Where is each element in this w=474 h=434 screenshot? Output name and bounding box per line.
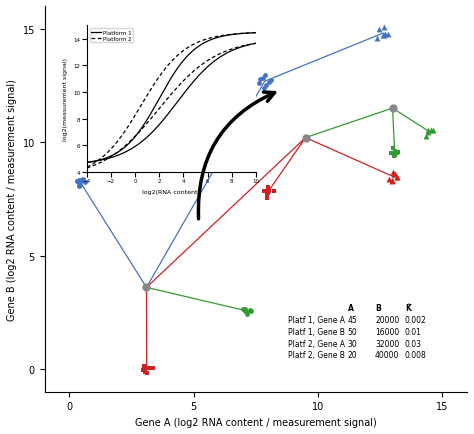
Text: 45: 45: [348, 316, 357, 324]
Point: [388, 178, 396, 185]
Point: [149, 364, 156, 371]
Point: [389, 169, 397, 176]
Point: [261, 72, 268, 79]
Text: B: B: [375, 303, 381, 312]
Point: [265, 188, 273, 195]
Point: [385, 176, 392, 183]
Point: [263, 195, 271, 202]
Point: [380, 32, 387, 39]
Text: K̂: K̂: [405, 303, 411, 312]
Point: [391, 148, 399, 155]
Point: [380, 24, 388, 31]
Point: [77, 178, 85, 185]
Point: [373, 36, 381, 43]
Text: 40000: 40000: [375, 351, 400, 360]
Text: Platf 1, Gene B: Platf 1, Gene B: [288, 327, 345, 336]
Point: [390, 171, 397, 178]
X-axis label: Gene A (log2 RNA content / measurement signal): Gene A (log2 RNA content / measurement s…: [135, 417, 377, 427]
Point: [422, 133, 430, 140]
Text: Platf 2, Gene B: Platf 2, Gene B: [288, 351, 345, 360]
Point: [260, 75, 267, 82]
Point: [141, 367, 149, 374]
Point: [391, 152, 399, 159]
Point: [76, 177, 83, 184]
Text: 20000: 20000: [375, 316, 400, 324]
Point: [73, 178, 81, 185]
Point: [143, 365, 151, 372]
Point: [76, 182, 84, 189]
Point: [143, 284, 150, 291]
Point: [382, 31, 389, 38]
Point: [241, 308, 248, 315]
Point: [387, 150, 395, 157]
Text: 0.002: 0.002: [405, 316, 427, 324]
Point: [141, 368, 148, 375]
Y-axis label: Gene B (log2 RNA content / measurement signal): Gene B (log2 RNA content / measurement s…: [7, 79, 17, 320]
Point: [143, 370, 150, 377]
Text: 0.03: 0.03: [405, 339, 422, 348]
Point: [79, 176, 86, 183]
Text: Platf 2, Gene A: Platf 2, Gene A: [288, 339, 345, 348]
Point: [247, 308, 255, 315]
Text: 32000: 32000: [375, 339, 400, 348]
Point: [73, 178, 81, 185]
Text: 20: 20: [348, 351, 357, 360]
Point: [424, 128, 432, 135]
Point: [390, 153, 398, 160]
Point: [395, 149, 402, 156]
Point: [146, 365, 154, 372]
Point: [239, 306, 247, 313]
Point: [393, 150, 401, 157]
Point: [81, 179, 89, 186]
Point: [261, 85, 268, 92]
Text: 30: 30: [348, 339, 357, 348]
Point: [139, 367, 147, 374]
Point: [389, 105, 396, 112]
Point: [271, 188, 278, 195]
Point: [244, 309, 251, 316]
Point: [263, 192, 271, 199]
Point: [265, 79, 273, 86]
Point: [241, 306, 249, 313]
Point: [77, 178, 85, 184]
Point: [75, 183, 83, 190]
Point: [264, 184, 272, 191]
Point: [388, 177, 395, 184]
Point: [256, 77, 264, 84]
Point: [391, 171, 399, 178]
Point: [375, 26, 383, 33]
Text: 16000: 16000: [375, 327, 400, 336]
Point: [246, 306, 254, 313]
Point: [393, 174, 401, 181]
Point: [264, 190, 272, 197]
Point: [264, 186, 272, 193]
Point: [381, 33, 388, 40]
Point: [424, 129, 432, 136]
Point: [302, 135, 310, 142]
Point: [75, 182, 82, 189]
Point: [429, 127, 437, 134]
Text: 50: 50: [348, 327, 357, 336]
Point: [393, 174, 401, 181]
Point: [243, 311, 251, 318]
Text: A: A: [348, 303, 354, 312]
Text: 0.008: 0.008: [405, 351, 427, 360]
Point: [260, 187, 267, 194]
Point: [255, 80, 263, 87]
Point: [389, 145, 397, 152]
Text: 0.01: 0.01: [405, 327, 422, 336]
Point: [428, 127, 435, 134]
Point: [262, 82, 269, 89]
Point: [140, 363, 148, 370]
Point: [384, 32, 392, 39]
Point: [267, 78, 275, 85]
Text: Platf 1, Gene A: Platf 1, Gene A: [288, 316, 345, 324]
